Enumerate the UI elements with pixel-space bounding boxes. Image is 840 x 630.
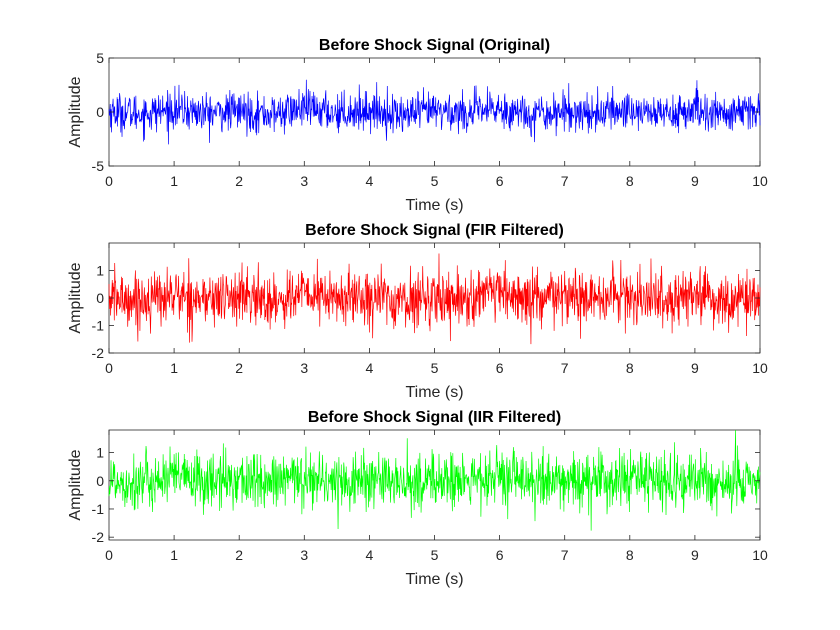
x-tick-label: 5 [431, 547, 439, 563]
x-tick-label: 7 [561, 173, 569, 189]
x-tick-label: 6 [496, 547, 504, 563]
y-tick-label: -1 [92, 318, 105, 334]
x-tick-label: 2 [235, 360, 243, 376]
y-axis-label: Amplitude [67, 449, 84, 520]
x-tick-label: 10 [752, 360, 768, 376]
y-axis-label: Amplitude [67, 262, 84, 333]
x-tick-label: 10 [752, 173, 768, 189]
x-tick-label: 4 [366, 547, 374, 563]
x-tick-label: 0 [105, 173, 113, 189]
x-tick-label: 4 [366, 173, 374, 189]
y-tick-label: 5 [96, 50, 104, 66]
signal-line [108, 253, 761, 345]
x-tick-label: 3 [300, 360, 308, 376]
x-tick-label: 4 [366, 360, 374, 376]
chart-title: Before Shock Signal (FIR Filtered) [305, 222, 564, 239]
y-tick-label: -2 [92, 529, 105, 545]
x-tick-label: 1 [170, 360, 178, 376]
chart-title: Before Shock Signal (IIR Filtered) [308, 409, 561, 426]
x-tick-label: 6 [496, 173, 504, 189]
signal-line [108, 79, 761, 145]
y-axis-label: Amplitude [67, 76, 84, 147]
x-tick-label: 0 [105, 360, 113, 376]
x-axis-label: Time (s) [405, 384, 463, 401]
x-tick-label: 7 [561, 547, 569, 563]
y-tick-label: -1 [92, 501, 105, 517]
x-axis-label: Time (s) [405, 197, 463, 214]
x-tick-label: 1 [170, 173, 178, 189]
x-tick-label: 5 [431, 360, 439, 376]
x-tick-label: 5 [431, 173, 439, 189]
y-tick-label: 0 [96, 290, 104, 306]
x-tick-label: 1 [170, 547, 178, 563]
x-tick-label: 9 [691, 547, 699, 563]
x-tick-label: 6 [496, 360, 504, 376]
x-tick-label: 7 [561, 360, 569, 376]
subplot-3: 0 1 2 3 4 5 6 7 8 9 10 -2 -1 0 1 Before Shock Signal (I… [67, 409, 768, 588]
y-tick-label: 0 [96, 473, 104, 489]
subplot-2: 0 1 2 3 4 5 6 7 8 9 10 -2 -1 0 1 Before Shock Signal (F… [67, 222, 768, 401]
x-tick-label: 9 [691, 173, 699, 189]
x-tick-label: 2 [235, 173, 243, 189]
y-tick-label: -5 [92, 158, 105, 174]
x-axis-label: Time (s) [405, 571, 463, 588]
y-tick-label: 1 [96, 263, 104, 279]
chart-title: Before Shock Signal (Original) [319, 37, 550, 54]
x-tick-label: 8 [626, 173, 634, 189]
x-tick-label: 8 [626, 547, 634, 563]
x-tick-label: 0 [105, 547, 113, 563]
x-tick-label: 8 [626, 360, 634, 376]
y-tick-label: 0 [96, 104, 104, 120]
y-tick-label: -2 [92, 345, 105, 361]
signal-line [108, 429, 761, 531]
x-tick-label: 2 [235, 547, 243, 563]
x-tick-label: 9 [691, 360, 699, 376]
x-tick-label: 10 [752, 547, 768, 563]
y-tick-label: 1 [96, 445, 104, 461]
x-tick-label: 3 [300, 547, 308, 563]
x-tick-label: 3 [300, 173, 308, 189]
